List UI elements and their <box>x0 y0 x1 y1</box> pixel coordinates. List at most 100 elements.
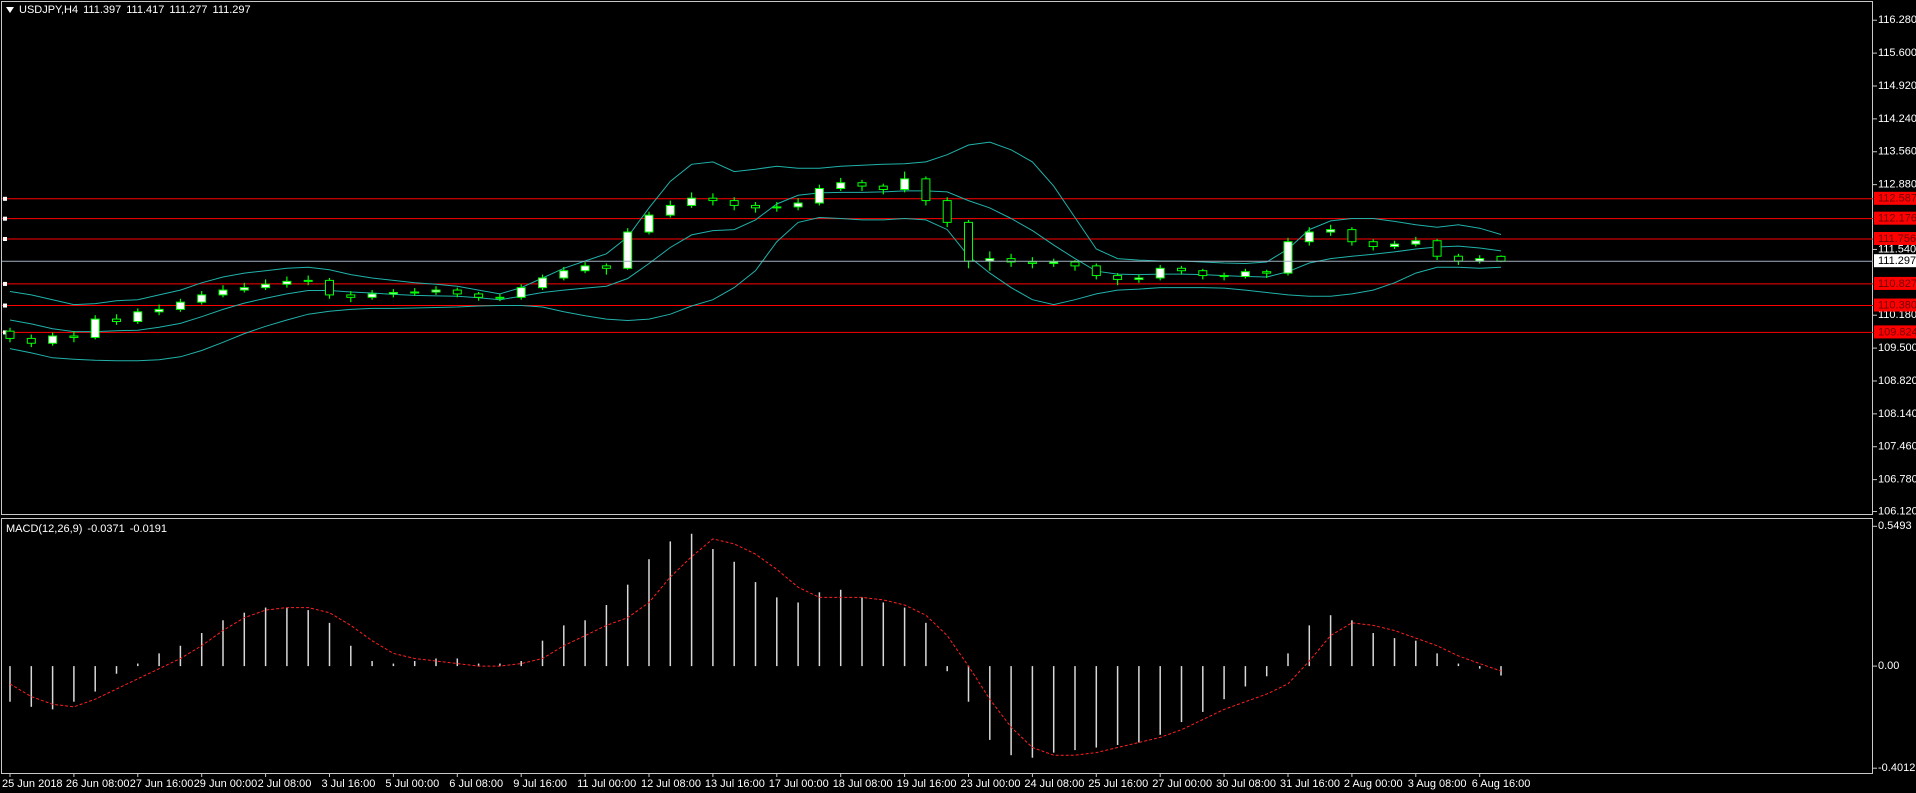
x-tick-label: 31 Jul 16:00 <box>1280 778 1340 790</box>
high: 111.417 <box>126 4 165 16</box>
candle-body <box>26 337 36 344</box>
x-tick-label: 5 Jul 00:00 <box>385 778 439 790</box>
macd-panel-frame <box>1 518 1873 774</box>
candle-body <box>559 270 569 279</box>
level-label: 109.824 <box>1878 326 1916 338</box>
x-tick-label: 27 Jun 16:00 <box>130 778 194 790</box>
candle-body <box>1304 231 1314 243</box>
candle-body <box>751 204 760 209</box>
candle-body <box>69 335 79 338</box>
candle-body <box>921 178 931 202</box>
candle-body <box>1134 277 1144 280</box>
symbol: USDJPY,H4 <box>19 4 79 16</box>
y-tick-label: 110.180 <box>1878 309 1916 321</box>
candle-body <box>878 185 888 190</box>
x-tick-label: 30 Jul 08:00 <box>1216 778 1276 790</box>
macd-header: MACD(12,26,9) -0.0371 -0.0191 <box>6 523 167 535</box>
level-label: 111.756 <box>1878 233 1916 245</box>
x-tick-label: 25 Jul 16:00 <box>1088 778 1148 790</box>
candle-body <box>1155 267 1165 279</box>
y-tick-label: 0.5493 <box>1878 520 1912 532</box>
candle-body <box>1496 255 1506 262</box>
candle-body <box>793 202 803 208</box>
candle-body <box>239 287 249 291</box>
level-handle <box>3 330 7 335</box>
candle-body <box>623 231 633 269</box>
y-tick-label: 114.240 <box>1878 113 1916 125</box>
x-tick-label: 24 Jul 08:00 <box>1024 778 1084 790</box>
candle-body <box>452 289 462 295</box>
price-panel-frame <box>1 1 1873 515</box>
level-label-box <box>1874 231 1916 245</box>
y-tick-label: 107.460 <box>1878 441 1916 453</box>
level-label: 110.380 <box>1878 299 1916 311</box>
x-tick-label: 11 Jul 00:00 <box>577 778 636 790</box>
candle-body <box>814 188 824 204</box>
candle-body <box>601 265 611 269</box>
candle-body <box>964 221 973 262</box>
candle-body <box>474 293 484 298</box>
candle-body <box>261 283 271 289</box>
y-tick-label: 106.120 <box>1878 505 1916 517</box>
candle-body <box>303 279 313 282</box>
x-tick-label: 27 Jul 00:00 <box>1152 778 1212 790</box>
candle-body <box>1432 240 1442 257</box>
low: 111.277 <box>169 4 208 16</box>
x-tick-label: 25 Jun 2018 <box>2 778 63 790</box>
x-tick-label: 12 Jul 08:00 <box>641 778 701 790</box>
y-tick-label: 0.00 <box>1878 660 1899 672</box>
candle-body <box>1283 241 1293 274</box>
candle-body <box>112 318 121 322</box>
band-line <box>9 190 1502 333</box>
level-label-box <box>1874 191 1916 205</box>
candle-body <box>580 265 590 272</box>
x-tick-label: 19 Jul 16:00 <box>897 778 957 790</box>
menu-arrow[interactable] <box>6 7 14 13</box>
candle-body <box>1219 275 1229 278</box>
candle-body <box>495 296 505 299</box>
y-tick-label: 116.280 <box>1878 14 1916 26</box>
candle-body <box>1411 240 1421 245</box>
candle-body <box>1262 271 1272 274</box>
candle-body <box>1006 258 1016 263</box>
x-tick-label: 18 Jul 08:00 <box>833 778 893 790</box>
x-tick-label: 2 Jul 08:00 <box>258 778 312 790</box>
y-tick-label: 112.880 <box>1878 179 1916 191</box>
candle-body <box>154 308 164 313</box>
close: 111.297 <box>212 4 251 16</box>
candle-body <box>367 293 377 298</box>
y-tick-label: 106.780 <box>1878 474 1916 486</box>
candle-body <box>1368 241 1378 248</box>
candle-body <box>431 289 441 293</box>
y-tick-label: 109.500 <box>1878 342 1916 354</box>
y-tick-label: -0.4012 <box>1878 762 1915 774</box>
candle-body <box>942 200 952 223</box>
y-tick-label: 108.140 <box>1878 408 1916 420</box>
price-header: USDJPY,H4 111.397 111.417 111.277 111.29… <box>6 4 251 16</box>
candle-body <box>197 294 207 303</box>
band-line <box>9 216 1502 362</box>
y-tick-label: 115.600 <box>1878 47 1916 59</box>
y-tick-label: 111.540 <box>1878 243 1916 255</box>
x-tick-label: 17 Jul 00:00 <box>769 778 829 790</box>
level-handle <box>3 216 7 221</box>
x-tick-label: 6 Aug 16:00 <box>1472 778 1531 790</box>
candle-body <box>410 291 420 294</box>
level-label-box <box>1874 325 1916 339</box>
candle-body <box>1177 267 1186 272</box>
candle-body <box>665 204 675 216</box>
current-price-label: 111.297 <box>1878 255 1916 267</box>
y-tick-label: 114.920 <box>1878 80 1916 92</box>
candle-body <box>1390 243 1399 248</box>
candle-body <box>1240 271 1250 278</box>
candle-body <box>1326 229 1336 233</box>
x-tick-label: 23 Jul 00:00 <box>961 778 1021 790</box>
candle-body <box>985 258 995 262</box>
candle-body <box>346 294 356 298</box>
y-tick-label: 108.820 <box>1878 375 1916 387</box>
candle-body <box>282 280 292 285</box>
candle-body <box>1475 258 1485 262</box>
x-tick-label: 13 Jul 16:00 <box>705 778 765 790</box>
